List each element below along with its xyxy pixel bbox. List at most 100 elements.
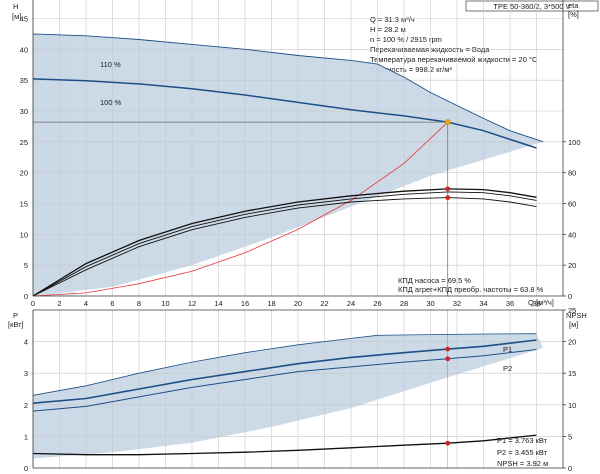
top-y-tick-20: 20: [20, 169, 28, 178]
top-x-tick-26: 26: [373, 299, 381, 308]
bottom-npsh-tick-15: 15: [568, 369, 576, 378]
top-y-tick-35: 35: [20, 76, 28, 85]
info-line-density: Плотность = 998.2 кг/м³: [370, 65, 452, 74]
bottom-yunit-left: [кВт]: [8, 320, 24, 329]
top-x-tick-16: 16: [241, 299, 249, 308]
top-x-tick-22: 22: [320, 299, 328, 308]
pump-efficiency-point: [445, 186, 451, 192]
top-x-tick-10: 10: [161, 299, 169, 308]
bottom-yunit-right: [м]: [569, 320, 578, 329]
bottom-npsh-tick-5: 5: [568, 432, 572, 441]
top-x-tick-20: 20: [294, 299, 302, 308]
top-eta-tick-20: 20: [568, 261, 576, 270]
efficiency-curve-0: [32, 188, 537, 297]
duty-point-marker: [444, 119, 451, 125]
p2-curve-label: P2: [503, 364, 512, 373]
top-x-tick-14: 14: [214, 299, 222, 308]
top-x-tick-36: 36: [506, 299, 514, 308]
top-axes: 0 2 4 6 8 10 12 14 16 18 20 22 24 26 28 30 32 34 36 3805101…: [20, 0, 581, 308]
top-y-tick-25: 25: [20, 138, 28, 147]
speed-110-label: 110 %: [100, 60, 121, 69]
top-x-tick-32: 32: [453, 299, 461, 308]
top-curves: [32, 33, 544, 297]
unit-efficiency-label: КПД агрег+КПД преобр. частоты = 63.8 %: [398, 285, 544, 294]
p1-curve-label: P1: [503, 345, 512, 354]
info-line-flow: Q = 31.3 м³/ч: [370, 15, 415, 24]
top-x-tick-28: 28: [400, 299, 408, 308]
top-x-tick-6: 6: [110, 299, 114, 308]
info-line-head: H = 28.2 м: [370, 25, 406, 34]
top-y-tick-10: 10: [20, 230, 28, 239]
top-eta-tick-60: 60: [568, 200, 576, 209]
bottom-npsh-tick-20: 20: [568, 338, 576, 347]
top-y-tick-40: 40: [20, 45, 28, 54]
top-xunit: [м³/ч]: [536, 298, 554, 307]
system-curve: [32, 121, 448, 297]
bottom-y-tick-4: 4: [24, 338, 28, 347]
npsh-duty-point: [445, 440, 451, 446]
head-curve-110: [32, 33, 544, 143]
top-points: [444, 119, 451, 201]
bottom-points: [445, 346, 451, 446]
speed-100-label: 100 %: [100, 98, 122, 107]
p1-value-label: P1 = 3.763 кВт: [497, 436, 548, 445]
bottom-y-tick-1: 1: [24, 432, 28, 441]
top-yunit-right: [%]: [568, 10, 579, 19]
top-envelope-area: [33, 33, 544, 297]
top-x-tick-30: 30: [426, 299, 434, 308]
top-y-tick-45: 45: [20, 15, 28, 24]
bottom-ylabel-left: P: [13, 311, 18, 320]
top-y-tick-30: 30: [20, 107, 28, 116]
unit-efficiency-point: [445, 195, 451, 201]
top-x-tick-0: 0: [31, 299, 35, 308]
top-x-tick-34: 34: [479, 299, 487, 308]
top-yunit-left: [м]: [12, 12, 21, 21]
top-eta-tick-80: 80: [568, 169, 576, 178]
top-y-tick-15: 15: [20, 200, 28, 209]
bottom-y-tick-3: 3: [24, 369, 28, 378]
bottom-npsh-tick-25: 25: [568, 306, 576, 315]
bottom-ylabel-right: NPSH: [566, 311, 587, 320]
bottom-y-tick-0: 0: [24, 464, 28, 473]
top-y-tick-5: 5: [24, 261, 28, 270]
bottom-axes: 0 1 2 3 4 0 5 10 15 20 25: [24, 306, 577, 473]
npsh-value-label: NPSH = 3.92 м: [497, 459, 548, 468]
top-operating-envelope: [33, 33, 544, 297]
top-x-tick-12: 12: [188, 299, 196, 308]
p1-duty-point: [445, 346, 451, 352]
bottom-operating-envelope: [33, 333, 544, 459]
bottom-npsh-tick-0: 0: [568, 464, 572, 473]
top-x-tick-38: 38: [532, 299, 540, 308]
top-y-tick-0: 0: [24, 292, 28, 301]
bottom-curves: [32, 310, 537, 468]
bottom-npsh-tick-10: 10: [568, 401, 576, 410]
efficiency-curve-1: [32, 191, 537, 297]
p2-curve: [32, 349, 537, 412]
top-x-tick-24: 24: [347, 299, 355, 308]
top-x-tick-4: 4: [84, 299, 88, 308]
bottom-envelope-area: [33, 333, 544, 459]
title-box: [465, 0, 599, 12]
p2-value-label: P2 = 3.455 кВт: [497, 448, 548, 457]
p1-curve: [32, 339, 537, 404]
power-envelope-edge: [32, 333, 537, 396]
top-x-tick-2: 2: [57, 299, 61, 308]
head-curve-100: [32, 78, 537, 149]
pump-efficiency-label: КПД насоса = 69.5 %: [398, 276, 471, 285]
info-line-speed: n = 100 % / 2915 rpm: [370, 35, 442, 44]
bottom-value-block: P1 = 3.763 кВт P2 = 3.455 кВт NPSH = 3.9…: [497, 436, 548, 468]
chart-title: TPE 50-360/2, 3*500 V: [493, 2, 570, 11]
info-line-temperature: Температура перекачиваемой жидкости = 20…: [370, 55, 538, 64]
bottom-y-tick-2: 2: [24, 401, 28, 410]
efficiency-curve-2: [32, 197, 537, 297]
top-xlabel: Q: [528, 298, 534, 307]
top-eta-tick-40: 40: [568, 230, 576, 239]
p2-duty-point: [445, 356, 451, 362]
top-eta-tick-100: 100: [568, 138, 581, 147]
top-ylabel-left: H: [13, 2, 18, 11]
top-eta-tick-0: 0: [568, 292, 572, 301]
top-x-tick-18: 18: [267, 299, 275, 308]
top-ylabel-right: eta: [568, 1, 579, 10]
top-x-tick-8: 8: [137, 299, 141, 308]
